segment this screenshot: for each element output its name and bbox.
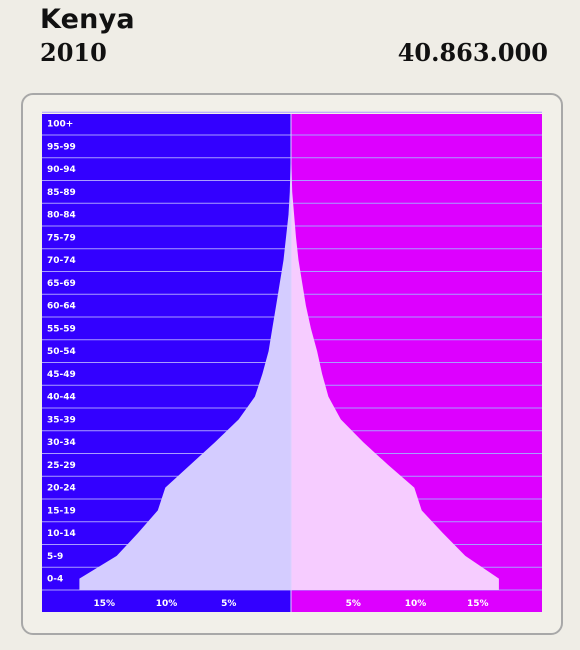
male-bar-10-14 — [138, 522, 291, 545]
age-label: 40-44 — [47, 393, 76, 403]
x-tick-label-right: 5% — [346, 599, 361, 609]
x-tick-label-left: 10% — [156, 599, 178, 609]
age-label: 20-24 — [47, 484, 76, 494]
male-bar-60-64 — [276, 294, 291, 317]
age-label: 90-94 — [47, 165, 76, 175]
female-bar-0-4 — [291, 567, 499, 590]
age-label: 70-74 — [47, 256, 76, 266]
female-bar-75-79 — [291, 226, 296, 249]
female-bar-35-39 — [291, 408, 341, 431]
age-label: 15-19 — [47, 506, 76, 516]
age-label: 75-79 — [47, 233, 76, 243]
age-label: 45-49 — [47, 370, 76, 380]
male-bar-55-59 — [272, 317, 291, 340]
male-bar-70-74 — [284, 249, 291, 272]
age-label: 30-34 — [47, 438, 76, 448]
age-label: 80-84 — [47, 211, 76, 221]
country-title: Kenya — [40, 4, 135, 35]
male-bar-75-79 — [286, 226, 291, 249]
age-label: 25-29 — [47, 461, 76, 471]
female-population-area — [291, 112, 499, 591]
female-bar-65-69 — [291, 272, 302, 295]
age-label: 0-4 — [47, 575, 63, 585]
age-label: 5-9 — [47, 552, 63, 562]
female-bar-30-34 — [291, 431, 363, 454]
age-label: 95-99 — [47, 142, 76, 152]
female-bar-20-24 — [291, 476, 414, 499]
male-bar-35-39 — [239, 408, 291, 431]
x-tick-label-left: 5% — [221, 599, 236, 609]
male-population-area — [79, 112, 292, 591]
female-bar-55-59 — [291, 317, 311, 340]
age-label: 100+ — [47, 120, 73, 130]
male-bar-15-19 — [158, 499, 291, 522]
male-bar-30-34 — [215, 431, 291, 454]
male-bar-50-54 — [269, 340, 291, 363]
female-bar-15-19 — [291, 499, 422, 522]
female-bar-5-9 — [291, 545, 465, 568]
male-bar-20-24 — [165, 476, 291, 499]
x-tick-label-left: 15% — [94, 599, 116, 609]
population-total: 40.863.000 — [397, 38, 548, 67]
x-tick-label-right: 15% — [467, 599, 489, 609]
x-tick-label-right: 10% — [405, 599, 427, 609]
age-label: 50-54 — [47, 347, 76, 357]
year-label: 2010 — [40, 38, 107, 67]
female-bar-40-44 — [291, 385, 328, 408]
age-label: 60-64 — [47, 302, 76, 312]
female-bar-50-54 — [291, 340, 317, 363]
male-bar-40-44 — [255, 385, 291, 408]
age-label: 10-14 — [47, 529, 76, 539]
age-label: 35-39 — [47, 415, 76, 425]
female-bar-10-14 — [291, 522, 443, 545]
female-bar-25-29 — [291, 454, 388, 477]
female-bar-60-64 — [291, 294, 306, 317]
age-label: 55-59 — [47, 324, 76, 334]
male-bar-65-69 — [280, 272, 291, 295]
age-label: 65-69 — [47, 279, 76, 289]
female-bar-45-49 — [291, 363, 322, 386]
male-bar-25-29 — [190, 454, 291, 477]
female-bar-70-74 — [291, 249, 298, 272]
male-bar-5-9 — [117, 545, 291, 568]
age-label: 85-89 — [47, 188, 76, 198]
male-bar-0-4 — [79, 567, 291, 590]
male-bar-45-49 — [262, 363, 291, 386]
